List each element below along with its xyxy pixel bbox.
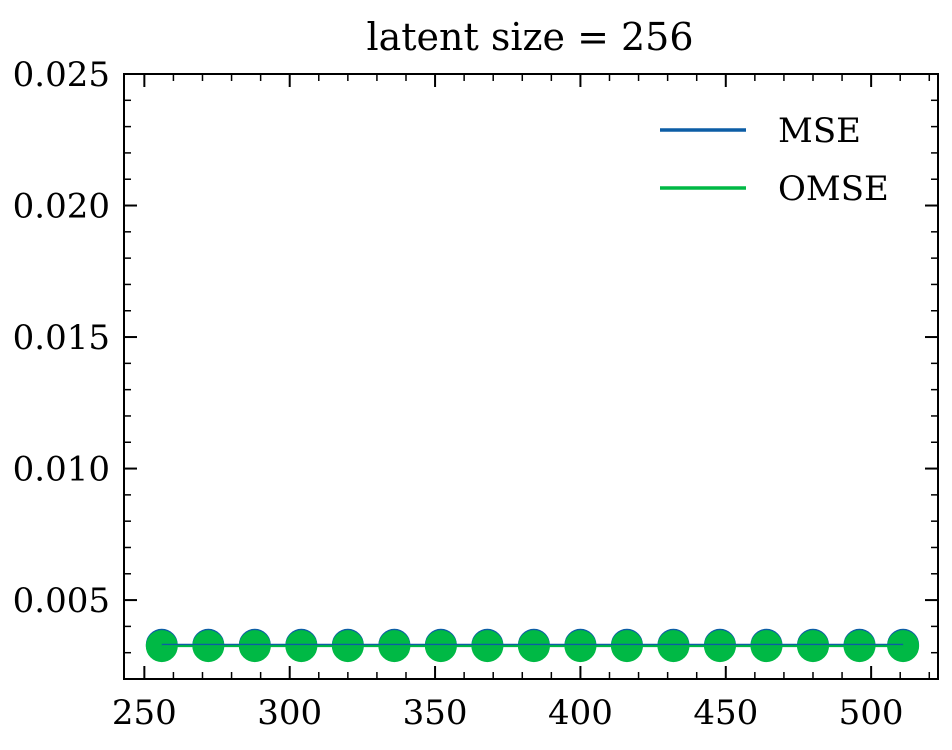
chart-title: latent size = 256 [366, 15, 693, 59]
x-tick-label: 350 [403, 693, 468, 733]
y-tick-label: 0.020 [13, 187, 110, 227]
y-tick-label: 0.010 [13, 450, 110, 490]
y-tick-label: 0.005 [13, 581, 110, 621]
axes-frame [123, 73, 939, 680]
x-tick-label: 300 [257, 693, 322, 733]
legend-entry: MSE [660, 111, 861, 151]
legend-label: MSE [778, 111, 861, 151]
y-tick-label: 0.025 [13, 55, 110, 95]
axes: 250 300 350 400 450 500 0.005 0.010 0.015 0.020 0.… [13, 55, 939, 733]
legend: MSE OMSE [660, 111, 889, 209]
x-tick-label: 400 [548, 693, 613, 733]
x-tick-label: 450 [693, 693, 758, 733]
legend-entry: OMSE [660, 169, 889, 209]
legend-label: OMSE [778, 169, 889, 209]
y-tick-label: 0.015 [13, 318, 110, 358]
x-tick-label: 500 [839, 693, 904, 733]
plot-area [145, 628, 920, 663]
x-tick-label: 250 [112, 693, 177, 733]
